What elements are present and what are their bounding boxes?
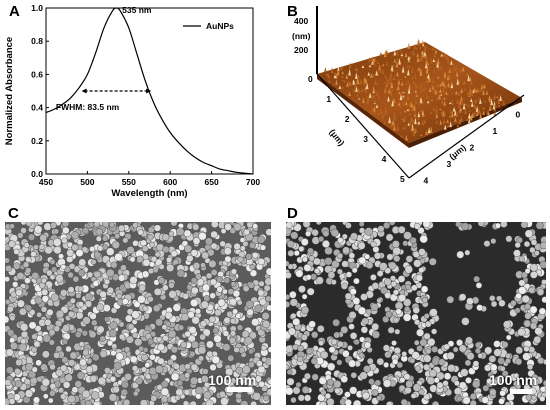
y-tick-label: 0.2 [31,136,43,146]
y-tick-label: 0.0 [31,169,43,179]
sem-image-d: 100 nm [286,222,546,405]
panel-label-b: B [287,3,298,20]
afm-y-tick-label: 0 [516,109,521,119]
afm-z-tick-200: 200 [294,45,308,55]
series-line-aunps [45,7,254,175]
y-tick-label: 0.6 [31,69,43,79]
afm-topography: 400 (nm) 200 0 1 2 3 4 5 0 1 2 3 4 (μm) (μm) [292,6,525,186]
afm-y-unit: (μm) [447,142,468,161]
x-tick-label: 700 [246,177,260,187]
afm-z-tick-400: 400 [294,16,308,26]
afm-y-tick-label: 3 [447,159,452,169]
x-tick-label: 450 [39,177,53,187]
afm-x-unit: (μm) [327,127,346,148]
afm-x-tick-label: 3 [363,134,368,144]
afm-x-tick-label: 1 [326,94,331,104]
afm-x-tick-label: 5 [400,174,405,184]
y-axis-label: Normalized Absorbance [4,37,15,145]
afm-x-tick-label: 2 [345,114,350,124]
y-tick-label: 1.0 [31,3,43,13]
plot-frame [45,7,254,175]
afm-y-tick-label: 1 [493,126,498,136]
afm-x-tick-label: 0 [308,74,313,84]
x-tick-label: 600 [163,177,177,187]
y-tick-label: 0.4 [31,103,43,113]
afm-x-tick-label: 4 [382,154,387,164]
x-tick-label: 500 [80,177,94,187]
panel-label-a: A [9,3,20,20]
fwhm-arrow-right [146,88,152,94]
afm-y-tick-label: 4 [424,176,429,186]
legend-label-aunps: AuNPs [206,21,234,31]
afm-z-unit: (nm) [292,31,311,41]
absorbance-chart: 450 500 550 600 650 700 0.0 0.2 0.4 0.6 0.8 1.0 535… [4,3,260,199]
afm-x-axis [316,73,410,179]
panel-label-c: C [8,205,19,222]
fwhm-arrow-left [81,88,87,94]
panel-label-d: D [287,205,298,222]
afm-y-tick-label: 2 [470,143,475,153]
scale-label-d: 100 nm [489,372,538,388]
scale-bar-d [510,389,532,394]
scale-label-c: 100 nm [208,372,257,388]
afm-surface [317,42,522,143]
x-axis-label: Wavelength (nm) [111,188,187,199]
afm-surface-side [317,74,409,148]
peak-annotation: 535 nm [122,5,152,15]
y-tick-label: 0.8 [31,36,43,46]
x-tick-label: 550 [122,177,136,187]
x-tick-label: 650 [205,177,219,187]
fwhm-annotation: FWHM: 83.5 nm [56,102,120,112]
sem-image-c: 100 nm [5,222,271,405]
scale-bar-c [227,387,252,392]
afm-y-axis [408,94,525,179]
